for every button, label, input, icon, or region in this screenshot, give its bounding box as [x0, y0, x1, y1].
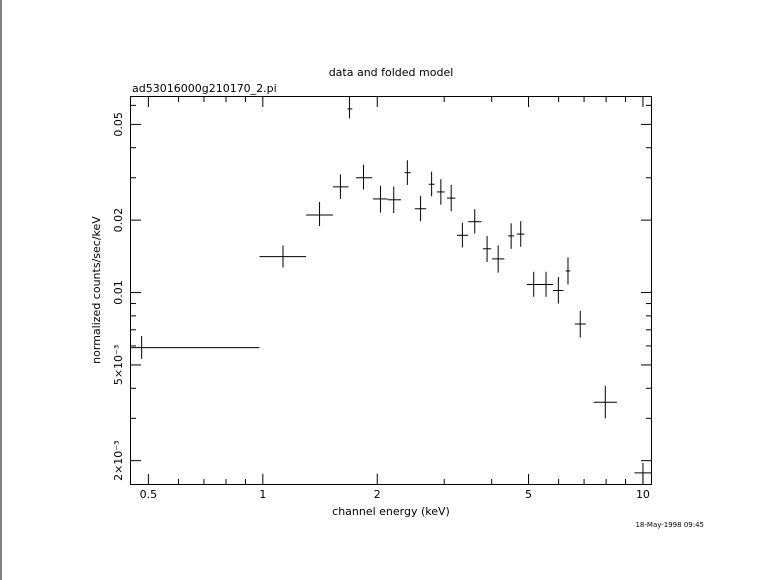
y-axis-tick-labels: 2×10⁻³ 5×10⁻³ 0.01 0.02 0.05 — [112, 112, 125, 481]
y-tick-label: 0.05 — [112, 112, 125, 137]
data-point — [539, 271, 554, 297]
data-point — [456, 222, 469, 248]
data-point — [333, 174, 349, 199]
data-point — [131, 335, 260, 359]
data-point — [436, 179, 445, 205]
x-tick-label: 1 — [259, 488, 266, 501]
y-tick-label: 0.01 — [112, 280, 125, 305]
data-point — [373, 185, 388, 213]
data-point — [468, 209, 482, 234]
data-point — [526, 271, 541, 297]
y-tick-label: 5×10⁻³ — [112, 345, 125, 385]
chart-title: data and folded model — [329, 66, 454, 79]
y-axis-ticks — [131, 104, 651, 462]
data-point — [356, 164, 373, 190]
data-point — [634, 462, 651, 483]
timestamp: 18-May-1998 09:45 — [635, 521, 704, 529]
x-axis-label: channel energy (keV) — [332, 505, 450, 518]
data-point — [428, 171, 435, 197]
x-axis-tick-labels: 0.5 1 2 5 10 — [140, 488, 650, 501]
y-tick-label: 2×10⁻³ — [112, 440, 125, 480]
plot-frame — [130, 96, 652, 485]
data-point — [565, 257, 571, 285]
data-point — [553, 277, 564, 304]
chart-subtitle: ad53016000g210170_2.pi — [132, 82, 277, 95]
x-tick-label: 10 — [636, 488, 650, 501]
data-point — [482, 235, 492, 262]
data-point — [593, 385, 617, 419]
data-point — [404, 160, 411, 185]
data-point — [574, 310, 586, 338]
y-tick-label: 0.02 — [112, 208, 125, 233]
x-tick-label: 5 — [525, 488, 532, 501]
data-point — [306, 201, 334, 227]
data-point — [516, 221, 525, 247]
y-axis-label: normalized counts/sec/keV — [90, 216, 103, 364]
data-point — [259, 245, 307, 268]
data-point — [508, 223, 515, 249]
x-axis-ticks — [147, 97, 644, 484]
data-point — [492, 245, 505, 273]
data-points — [131, 97, 651, 483]
data-point — [414, 195, 427, 222]
data-point — [446, 184, 456, 212]
data-point — [387, 186, 402, 214]
x-tick-label: 2 — [374, 488, 381, 501]
x-tick-label: 0.5 — [140, 488, 158, 501]
data-point — [347, 97, 353, 119]
